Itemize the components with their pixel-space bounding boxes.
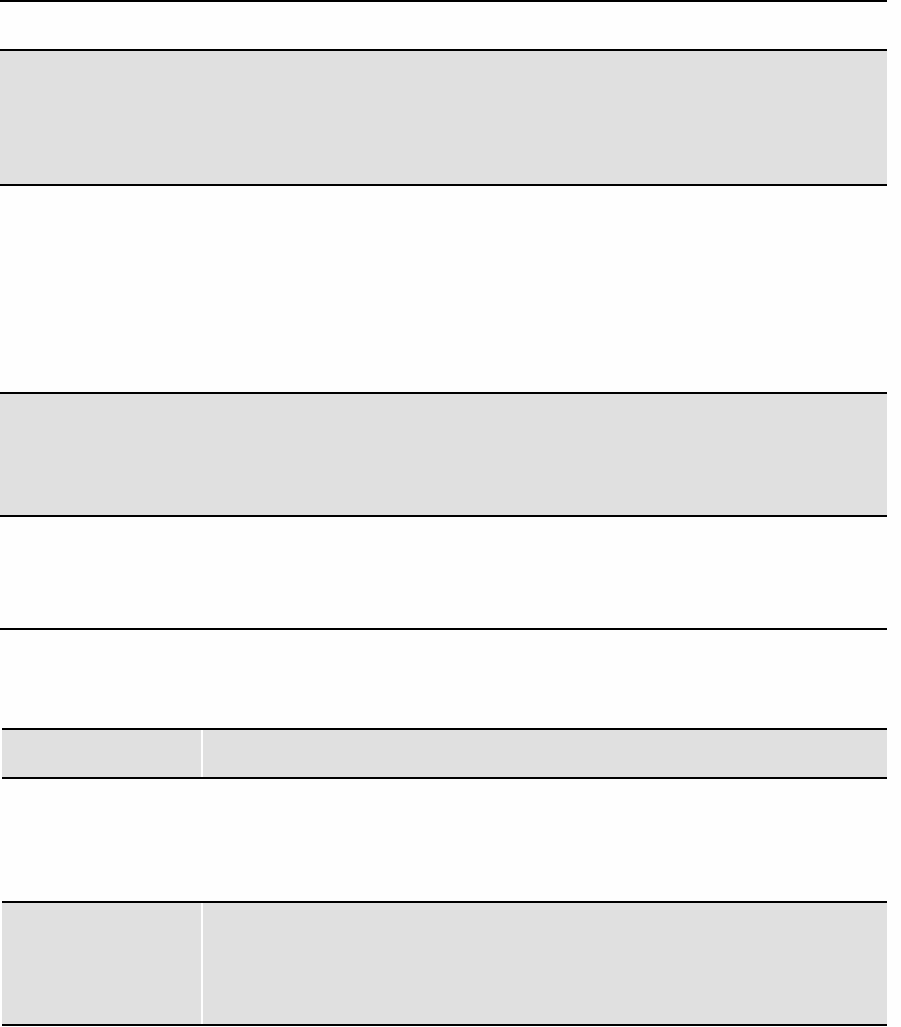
table-rule	[0, 392, 887, 394]
table-rule	[0, 184, 887, 186]
table-rule	[0, 515, 887, 517]
table-rule	[2, 777, 887, 779]
table-row-shaded	[0, 51, 887, 185]
table-rule	[2, 728, 887, 730]
table-rule	[2, 1024, 887, 1026]
table-row-blank	[0, 517, 887, 629]
header-cell-left	[2, 730, 201, 777]
table-rule	[0, 0, 887, 2]
table-row-blank	[0, 186, 887, 393]
table-rule	[2, 901, 887, 903]
table-rule	[0, 49, 887, 51]
header-cell-right	[203, 730, 887, 777]
table-rule	[0, 628, 887, 630]
table-row-shaded	[0, 394, 887, 516]
body-cell-right	[203, 903, 887, 1024]
table-row-blank	[0, 2, 887, 49]
body-cell-left	[2, 903, 201, 1024]
table-row-blank	[2, 779, 887, 901]
